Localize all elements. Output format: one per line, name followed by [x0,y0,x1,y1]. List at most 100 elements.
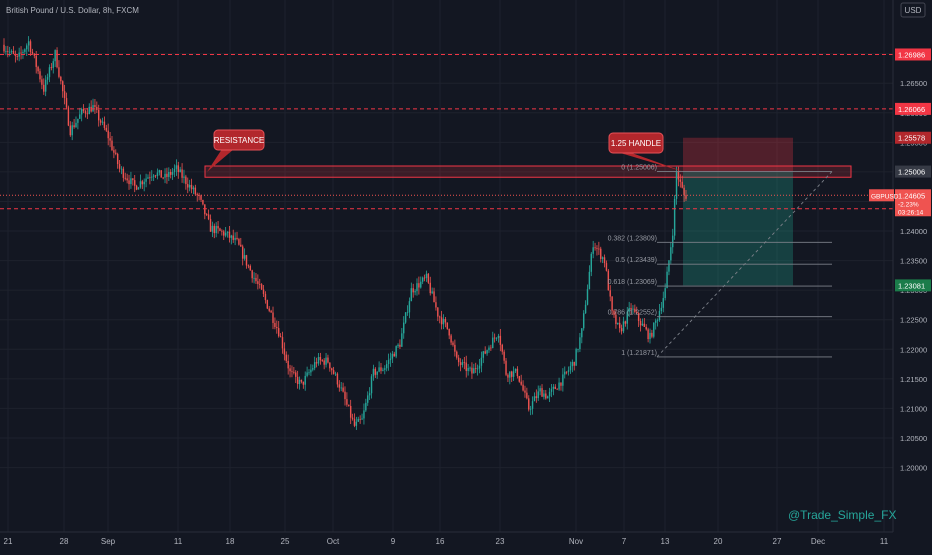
candle-body [151,176,153,178]
candle-body [537,391,539,399]
candle-body [380,367,382,371]
candle-body [62,81,64,92]
candle-body [586,289,589,305]
candle-body [327,357,329,363]
candle-body [425,273,428,278]
candle-body [378,367,380,372]
candle-body [524,390,526,393]
price-tag-bg [895,102,931,115]
candle-body [334,373,337,375]
candle-body [48,67,51,78]
candle-body [50,67,53,69]
candle-body [613,310,615,315]
candle-body [645,326,647,330]
candle-body [205,214,208,216]
candle-body [401,333,403,347]
candle-body [20,52,22,54]
candle-body [35,55,37,67]
candle-body [145,178,147,182]
candle-body [406,312,409,314]
fib-label: 0.382 (1.23809) [608,235,657,242]
candle-body [541,388,543,397]
candle-body [183,176,185,178]
candle-body [675,171,678,199]
candle-body [357,418,359,422]
candle-body [279,336,282,338]
candle-body [8,51,11,53]
candle-body [264,293,267,301]
price-tag: 1.26066 [898,105,925,114]
candle-body [403,322,405,334]
candle-body [359,418,361,420]
candle-body [488,347,490,351]
candle-body [118,164,121,169]
candle-body [41,79,43,85]
candle-body [107,130,109,139]
candle-body [628,307,630,312]
candle-body [355,421,358,426]
last-price: 1.24605 [898,191,925,200]
x-tick-label: 7 [622,537,627,546]
candle-body [224,232,227,236]
candle-body [39,71,41,80]
price-axis-bg [893,0,932,550]
candle-body [94,105,96,107]
candle-body [493,337,496,339]
candle-body [518,376,521,382]
candle-body [22,51,24,53]
candle-body [440,317,443,325]
candle-body [558,382,560,390]
candle-body [465,362,467,371]
drawing-zones [204,137,852,286]
target-zone [683,171,793,286]
candle-body [473,368,475,374]
time-axis[interactable]: 21 28 Sep 11 18 25 Oct 9 16 23 Nov 7 13 20 27 Dec 11 [0,531,893,546]
candle-body [528,398,530,410]
candle-body [126,178,128,181]
price-tag-bg [895,165,931,178]
candle-body [579,337,581,350]
candle-body [546,396,549,399]
candle-body [421,277,424,282]
candle-body [611,296,613,311]
candle-body [298,379,301,385]
candle-body [169,172,172,175]
last-price-bg [895,189,931,217]
candle-body [24,49,26,52]
candle-body [67,107,70,126]
candle-body [260,284,263,290]
candle-body [662,298,664,308]
stop-zone [683,137,793,172]
candle-body [226,231,229,233]
currency-label: USD [905,6,922,15]
candle-body [323,360,325,365]
candle-body [255,277,257,282]
candle-body [177,165,180,173]
candle-body [562,374,564,386]
countdown: 03:26:14 [898,209,924,216]
candle-body [609,290,611,297]
candle-body [582,313,585,329]
candle-body [512,371,515,377]
candle-body [12,51,15,54]
callout-text: RESISTANCE [214,136,265,145]
candle-body [637,313,640,321]
candle-body [113,150,115,153]
candle-body [590,253,592,272]
candle-body [448,328,450,336]
candle-body [31,51,34,54]
x-tick-label: 11 [174,537,183,546]
candle-body [385,364,388,369]
candle-body [514,368,517,372]
candle-body [99,120,102,123]
candle-body [249,265,251,271]
candle-body [490,347,492,349]
candle-body [3,44,5,52]
price-axis[interactable]: 1.20000 1.20500 1.21000 1.21500 1.22000 1.225… [869,0,932,550]
candle-body [596,248,598,249]
x-tick-label: 16 [436,537,445,546]
candle-body [503,351,505,361]
candle-body [647,329,649,340]
candle-body [564,371,566,375]
